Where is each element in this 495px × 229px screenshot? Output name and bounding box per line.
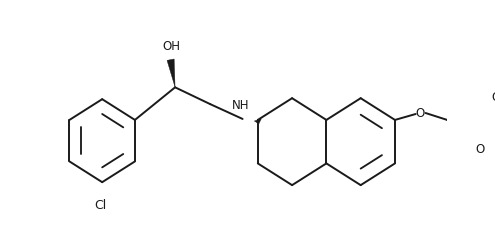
Text: NH: NH bbox=[232, 99, 249, 112]
Polygon shape bbox=[167, 60, 175, 88]
Text: OH: OH bbox=[162, 40, 181, 52]
Polygon shape bbox=[254, 119, 261, 124]
Text: O: O bbox=[415, 106, 425, 119]
Text: O: O bbox=[491, 90, 495, 103]
Text: O: O bbox=[476, 142, 485, 155]
Text: Cl: Cl bbox=[94, 198, 106, 211]
